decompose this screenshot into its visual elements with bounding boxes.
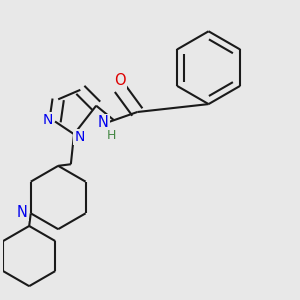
Text: N: N [74,130,85,144]
Text: N: N [98,115,109,130]
Text: N: N [16,205,27,220]
Text: H: H [106,129,116,142]
Text: O: O [114,73,126,88]
Text: N: N [43,113,53,127]
